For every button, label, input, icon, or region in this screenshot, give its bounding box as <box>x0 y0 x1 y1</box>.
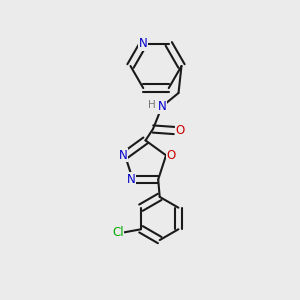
Text: N: N <box>139 38 148 50</box>
Text: H: H <box>148 100 155 110</box>
Text: N: N <box>158 100 166 113</box>
Text: O: O <box>167 149 176 162</box>
Text: Cl: Cl <box>112 226 124 239</box>
Text: N: N <box>119 149 128 162</box>
Text: N: N <box>127 173 136 186</box>
Text: O: O <box>176 124 184 137</box>
